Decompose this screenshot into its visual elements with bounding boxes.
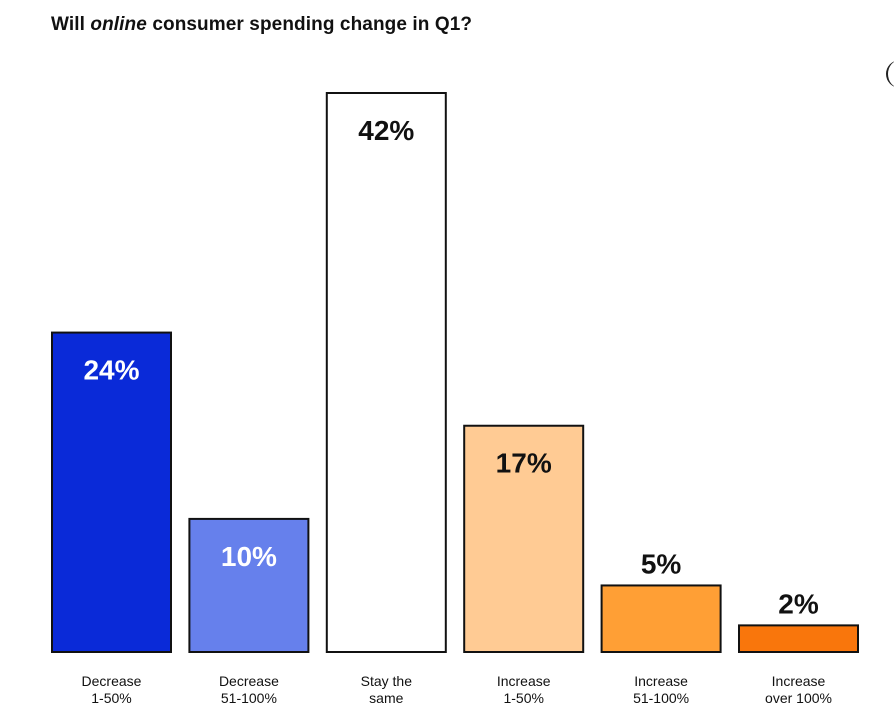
bar-value-label: 5% (641, 548, 682, 579)
bar-6 (738, 624, 859, 654)
category-label: Decrease (219, 673, 279, 689)
bar-2 (188, 517, 310, 654)
bar-value-label: 24% (83, 355, 139, 386)
bar-5 (600, 584, 722, 654)
bar-4 (463, 424, 585, 653)
bar-value-label: 10% (221, 541, 277, 572)
category-label: Increase (497, 673, 551, 689)
chart-title-end: consumer spending change in Q1? (146, 14, 473, 35)
category-label: Decrease (82, 673, 142, 689)
bar-3 (325, 92, 447, 653)
bar-value-label: 17% (496, 448, 552, 479)
chart-title: Will online consumer spending change in … (51, 14, 472, 36)
category-label: 51-100% (221, 690, 277, 706)
bar-1 (51, 331, 172, 653)
category-label: over 100% (765, 690, 832, 706)
category-label: 51-100% (633, 690, 689, 706)
category-label: Increase (634, 673, 688, 689)
chart-title-emphasis: online (90, 14, 147, 35)
bar-value-label: 2% (778, 588, 819, 619)
category-label: Stay the (361, 673, 413, 689)
category-label: 1-50% (91, 690, 131, 706)
category-label: Increase (772, 673, 826, 689)
category-label: 1-50% (503, 690, 543, 706)
category-label: same (369, 690, 403, 706)
cropped-edge-mark (886, 60, 894, 88)
bar-value-label: 42% (358, 115, 414, 146)
chart-title-start: Will (51, 14, 91, 35)
